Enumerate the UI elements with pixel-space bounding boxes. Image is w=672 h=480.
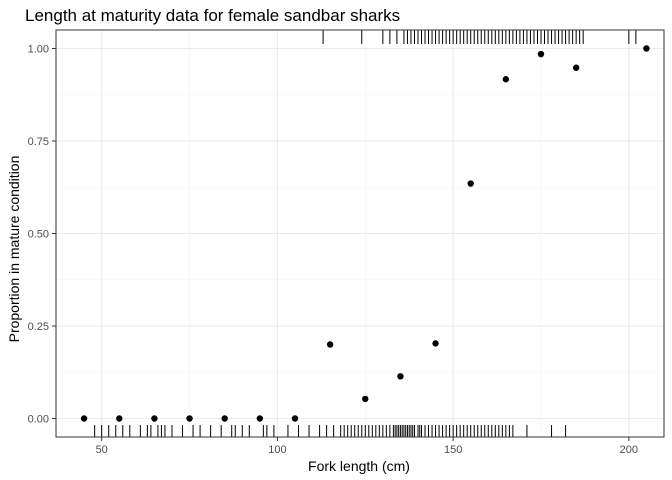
x-tick-label: 200 (620, 444, 638, 456)
y-tick-label: 0.25 (28, 321, 49, 333)
data-point (116, 415, 123, 422)
x-tick-label: 150 (444, 444, 462, 456)
grid-lines (56, 30, 664, 437)
data-point (397, 373, 404, 380)
data-point (572, 64, 580, 71)
data-point (643, 45, 650, 52)
x-axis-ticks: 50 100 150 200 (96, 437, 638, 456)
x-axis-title: Fork length (cm) (308, 458, 410, 474)
data-point (326, 341, 334, 348)
data-point (221, 415, 228, 422)
rug-marks (94, 30, 637, 437)
y-axis-title: Proportion in mature condition (6, 156, 22, 343)
data-point (362, 395, 369, 403)
data-point (186, 415, 193, 422)
data-point (291, 415, 299, 422)
data-point (256, 415, 264, 422)
data-point (80, 415, 88, 422)
chart-title: Length at maturity data for female sandb… (25, 6, 400, 25)
y-axis-ticks: 0.00 0.25 0.50 0.75 1.00 (28, 44, 56, 426)
data-point (151, 415, 158, 422)
data-point (537, 50, 545, 58)
y-tick-label: 1.00 (28, 44, 49, 56)
y-tick-label: 0.50 (28, 229, 49, 241)
data-point (467, 180, 474, 187)
data-point (502, 76, 510, 83)
data-point (432, 340, 439, 347)
y-tick-label: 0.00 (28, 414, 49, 426)
x-tick-label: 100 (268, 444, 286, 456)
y-tick-label: 0.75 (28, 136, 49, 148)
data-points (80, 45, 650, 422)
x-tick-label: 50 (96, 444, 108, 456)
